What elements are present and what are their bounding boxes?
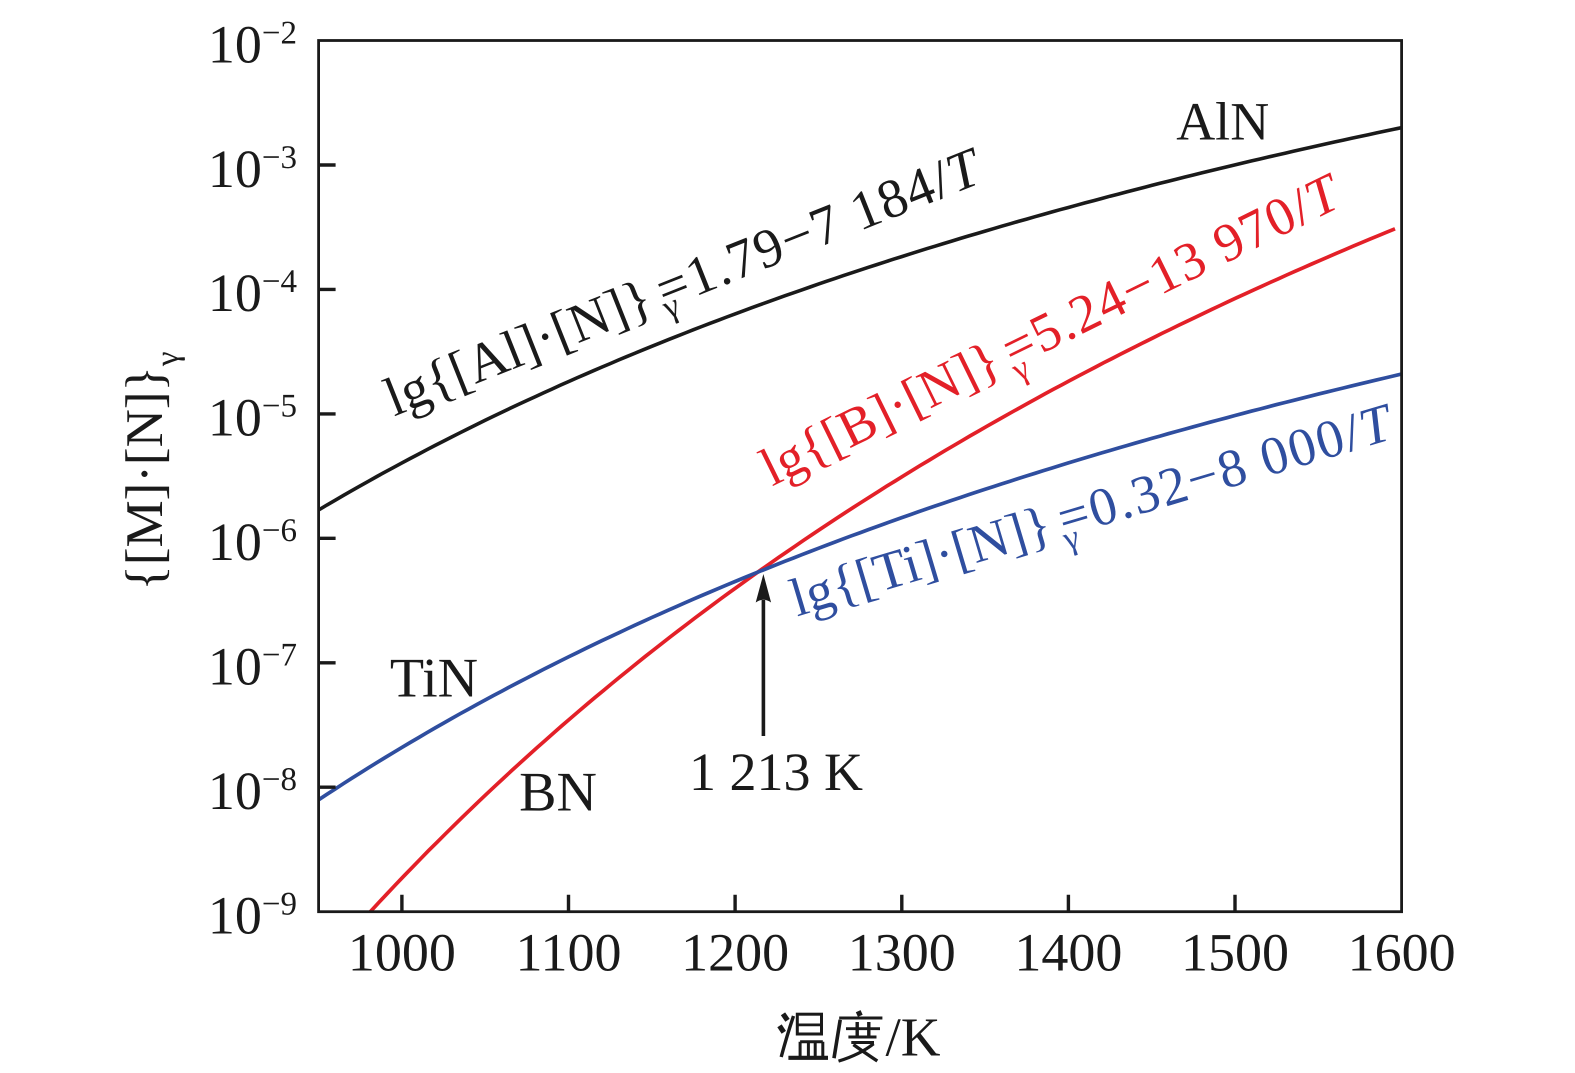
svg-text:1 213 K: 1 213 K — [689, 742, 863, 802]
svg-text:1200: 1200 — [681, 923, 789, 983]
svg-text:1100: 1100 — [516, 923, 622, 983]
svg-text:1600: 1600 — [1348, 923, 1456, 983]
svg-text:1300: 1300 — [848, 923, 956, 983]
svg-text:BN: BN — [519, 762, 597, 824]
svg-text:{[M]·[N]}: {[M]·[N]} — [116, 366, 174, 591]
svg-text:10−2: 10−2 — [208, 14, 297, 74]
svg-text:/K: /K — [886, 1007, 941, 1068]
svg-text:1400: 1400 — [1014, 923, 1122, 983]
svg-text:AlN: AlN — [1176, 91, 1269, 151]
svg-text:1000: 1000 — [348, 923, 456, 983]
svg-text:TiN: TiN — [390, 648, 478, 710]
svg-text:1500: 1500 — [1181, 923, 1289, 983]
svg-text:10−4: 10−4 — [208, 263, 297, 323]
